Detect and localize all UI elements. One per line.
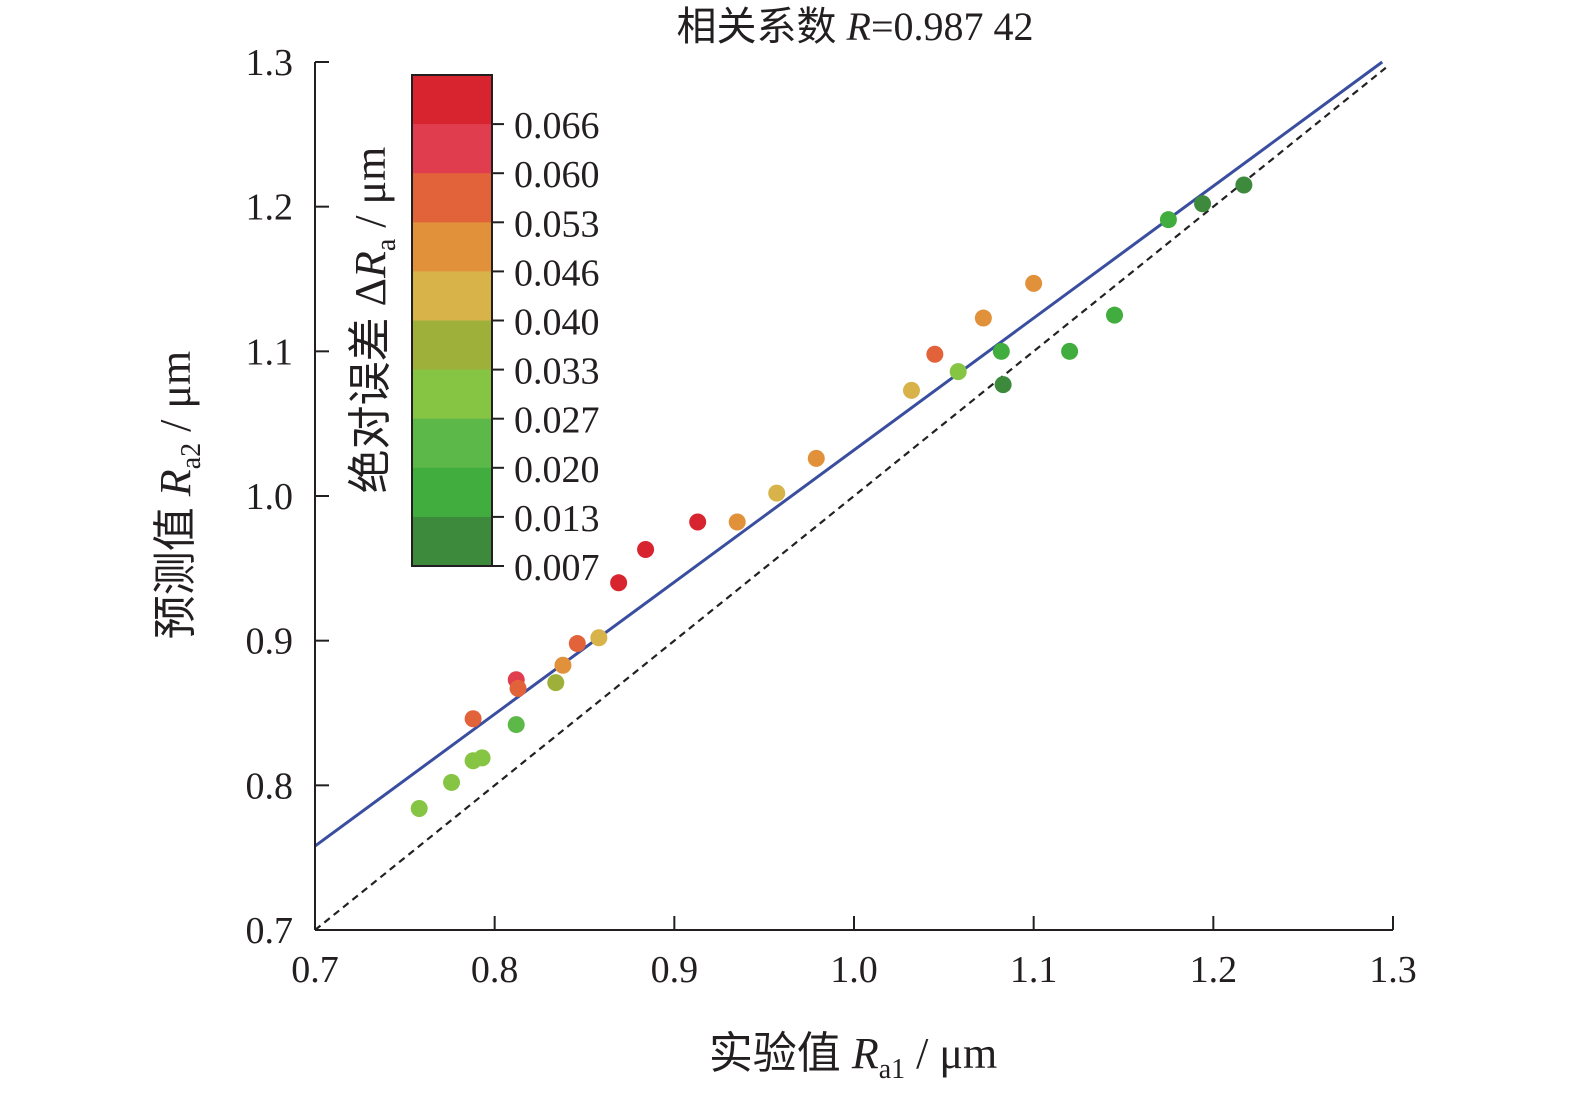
data-point-21 [949,363,967,381]
data-point-27 [1106,306,1124,324]
data-point-26 [1061,342,1079,360]
y-tick-label-0.8: 0.8 [246,765,294,807]
colorbar-segment-1 [412,75,492,125]
x-tick-label-0.8: 0.8 [471,949,519,991]
data-point-15 [689,513,707,531]
colorbar-segment-7 [412,369,492,420]
chart-title: 相关系数 R=0.987 42 [677,4,1034,49]
x-axis-title: 实验值 Ra1 / μm [709,1029,997,1085]
colorbar-segment-8 [412,418,492,469]
data-point-13 [610,574,628,592]
y-tick-label-0.9: 0.9 [246,621,294,663]
data-point-19 [902,381,920,399]
colorbar-segment-3 [412,173,492,223]
data-point-30 [1235,176,1253,194]
x-tick-label-0.7: 0.7 [291,949,339,991]
data-point-2 [443,773,461,791]
data-point-9 [547,674,565,692]
data-point-29 [1194,195,1212,213]
y-tick-label-1.3: 1.3 [246,42,294,84]
colorbar: 0.066 0.060 0.053 0.046 0.040 0.033 0.027 0.020… [411,74,600,589]
data-point-22 [974,309,992,327]
data-point-25 [1025,274,1043,292]
colorbar-segment-2 [412,124,492,174]
data-point-10 [554,656,572,674]
data-point-20 [926,345,944,363]
lines-layer [314,60,1387,931]
colorbar-title: 绝对误差 ΔRa / μm [346,147,402,494]
x-tick-label-0.9: 0.9 [651,949,699,991]
data-point-23 [992,342,1010,360]
colorbar-tick-label-8: 0.020 [514,449,600,491]
data-point-16 [728,513,746,531]
colorbar-tick-label-10: 0.007 [514,547,600,589]
reference-line [314,66,1387,931]
y-axis-title: 预测值 Ra2 / μm [151,351,207,639]
x-tick-label-1.0: 1.0 [830,949,878,991]
data-point-12 [590,629,608,647]
colorbar-tick-label-3: 0.053 [514,203,600,245]
colorbar-segment-4 [412,222,492,272]
data-point-24 [994,376,1012,394]
colorbar-tick-label-5: 0.040 [514,302,600,344]
data-point-17 [768,484,786,502]
colorbar-segment-5 [412,271,492,321]
data-point-4 [473,749,491,767]
data-point-11 [568,635,586,653]
data-point-8 [509,679,527,697]
y-tick-label-1.2: 1.2 [246,187,294,229]
colorbar-segment-10 [412,516,492,567]
data-point-18 [807,449,825,467]
fit-line [314,60,1384,848]
y-tick-label-0.7: 0.7 [246,910,294,952]
data-point-14 [637,541,655,559]
y-tick-label-1.0: 1.0 [246,476,294,518]
points-layer [410,176,1253,817]
colorbar-tick-label-2: 0.060 [514,154,600,196]
data-point-5 [464,710,482,728]
axes-layer: 0.7 0.8 0.9 1.0 1.1 1.2 1.3 0.7 0.8 0.9 1.0 1.1 1.2 1… [246,42,1417,991]
colorbar-tick-label-4: 0.046 [514,252,600,294]
x-tick-label-1.2: 1.2 [1190,949,1238,991]
colorbar-segment-9 [412,467,492,518]
data-point-1 [410,799,428,817]
colorbar-tick-label-1: 0.066 [514,105,600,147]
data-point-28 [1159,211,1177,229]
x-tick-label-1.1: 1.1 [1010,949,1058,991]
colorbar-tick-label-7: 0.027 [514,400,600,442]
colorbar-tick-label-6: 0.033 [514,351,600,393]
y-tick-label-1.1: 1.1 [246,331,294,373]
colorbar-tick-label-9: 0.013 [514,498,600,540]
data-point-6 [507,716,525,734]
x-tick-label-1.3: 1.3 [1369,949,1417,991]
colorbar-segment-6 [412,320,492,371]
